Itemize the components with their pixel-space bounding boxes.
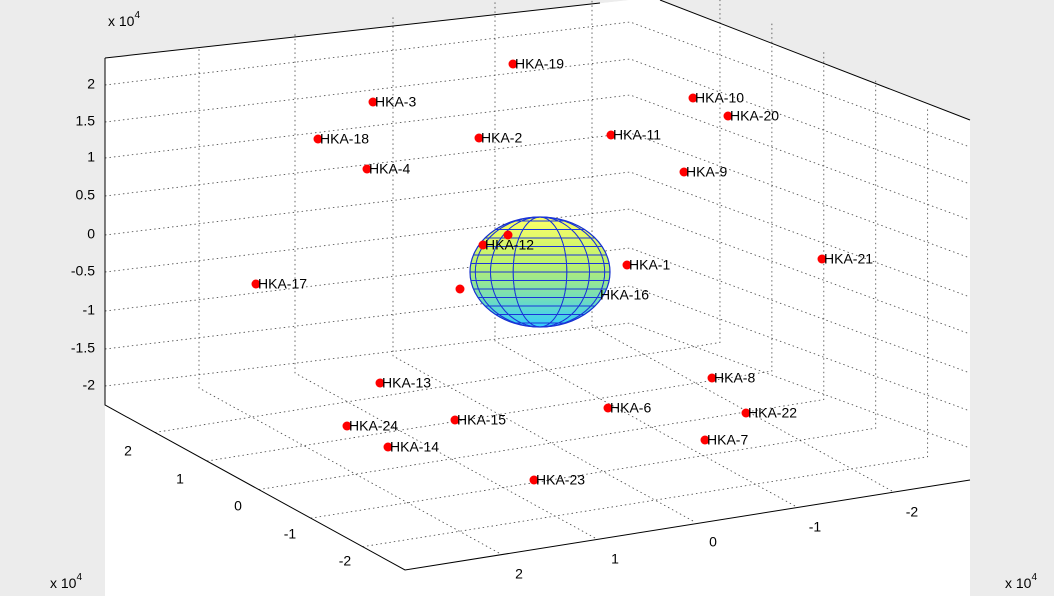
grid-line: [494, 1, 796, 507]
satellite-dot: [529, 475, 539, 485]
x-tick-label: -1: [809, 519, 822, 535]
satellite-label: HKA-13: [382, 375, 431, 391]
z-tick-label: 1: [87, 149, 95, 165]
satellite-dot: [455, 284, 465, 294]
z-tick-label: 0.5: [76, 187, 96, 203]
z-tick-label: 0: [87, 226, 95, 242]
satellite-label: HKA-6: [610, 400, 651, 416]
grid-line: [206, 21, 773, 462]
grid-line: [258, 49, 825, 490]
grid: [104, 0, 971, 554]
satellite-dot: [707, 373, 717, 383]
axis-edge: [104, 2, 601, 59]
satellite-dot: [503, 230, 513, 240]
satellite-dot: [368, 97, 378, 107]
grid-line: [104, 94, 971, 221]
satellite-label: HKA-3: [375, 94, 416, 110]
satellite-label: HKA-9: [686, 164, 727, 180]
grid-line: [198, 48, 500, 554]
satellite-dot: [251, 279, 261, 289]
satellite-dot: [362, 164, 372, 174]
satellite-label: HKA-15: [457, 412, 506, 428]
satellite-label: HKA-14: [390, 439, 439, 455]
grid-line: [310, 78, 877, 519]
satellite-label: HKA-24: [349, 418, 398, 434]
x-multiplier: x 104: [1005, 572, 1037, 591]
grid-line: [591, 0, 893, 492]
figure-bg: [0, 0, 630, 596]
satellite-dot: [342, 421, 352, 431]
grid-line: [154, 0, 721, 433]
satellite-dot: [741, 408, 751, 418]
satellite-label: HKA-19: [515, 56, 564, 72]
satellite-label: HKA-10: [695, 90, 744, 106]
y-tick-label: -2: [339, 553, 352, 569]
satellite-dot: [450, 415, 460, 425]
z-tick-label: -2: [83, 377, 96, 393]
y-tick-label: -1: [284, 526, 297, 542]
satellite-label: HKA-7: [707, 432, 748, 448]
satellite-label: HKA-23: [536, 472, 585, 488]
grid-line: [104, 171, 971, 298]
satellite-dot: [375, 378, 385, 388]
y-tick-label: 0: [234, 498, 242, 514]
satellite-label: HKA-2: [481, 130, 522, 146]
x-tick-label: 1: [611, 551, 619, 567]
z-tick-label: -0.5: [71, 263, 95, 279]
grid-line: [392, 16, 694, 522]
satellite-label: HKA-12: [485, 237, 534, 253]
satellite-label: HKA-22: [748, 405, 797, 421]
x-tick-label: -2: [906, 504, 919, 520]
y-tick-label: 1: [176, 471, 184, 487]
z-tick-label: -1: [83, 302, 96, 318]
satellite-label: HKA-20: [730, 108, 779, 124]
satellite-label: HKA-18: [320, 131, 369, 147]
x-tick-label: 2: [515, 566, 523, 582]
grid-line: [104, 58, 971, 185]
satellite-dot: [474, 133, 484, 143]
figure-bg: [660, 0, 1054, 596]
grid-line: [362, 106, 929, 548]
z-tick-label: 2: [87, 76, 95, 92]
z-multiplier: x 104: [108, 10, 140, 29]
x-tick-label: 0: [709, 534, 717, 550]
grid-line: [104, 21, 971, 148]
satellite-dot: [313, 134, 323, 144]
grid-line: [294, 33, 596, 539]
satellite-dot: [603, 403, 613, 413]
satellite-label: HKA-4: [369, 161, 410, 177]
satellite-dot: [383, 442, 393, 452]
axis-edge: [659, 0, 971, 121]
grid-line: [104, 208, 971, 335]
y-multiplier: x 104: [50, 572, 82, 591]
satellite-label: HKA-16: [600, 287, 649, 303]
grid-line: [104, 285, 971, 412]
satellite-label: HKA-11: [613, 127, 661, 143]
satellite-label: HKA-8: [714, 370, 755, 386]
satellite-dot: [478, 240, 488, 250]
satellite-label: HKA-17: [258, 276, 307, 292]
satellite-dot: [622, 260, 632, 270]
satellite-dot: [606, 130, 616, 140]
z-tick-label: 1.5: [76, 113, 96, 129]
satellite-label: HKA-1: [629, 257, 670, 273]
satellite-dot: [508, 59, 518, 69]
satellite-dot: [817, 254, 827, 264]
grid-line: [104, 322, 971, 449]
axis-edge: [104, 58, 971, 571]
z-tick-label: -1.5: [71, 340, 95, 356]
hidden-satellites: [455, 230, 513, 294]
satellite-dot: [723, 111, 733, 121]
satellite-dot: [688, 93, 698, 103]
y-tick-label: 2: [124, 443, 132, 459]
satellite-label: HKA-21: [824, 251, 873, 267]
grid-line: [104, 247, 971, 374]
grid-line: [104, 132, 971, 259]
satellite-dot: [679, 167, 689, 177]
sphere: [469, 216, 611, 328]
satellite-dot: [700, 435, 710, 445]
